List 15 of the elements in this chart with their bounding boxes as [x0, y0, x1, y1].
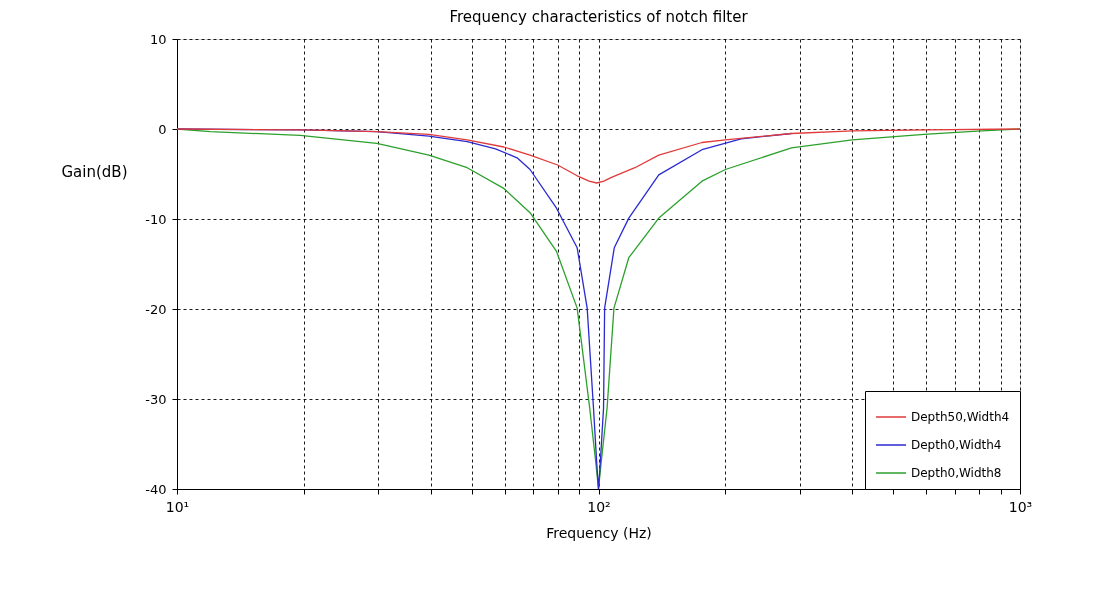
y-tick-label: -20 [145, 301, 167, 317]
y-tick-label: -40 [145, 481, 167, 497]
y-tick-label: 0 [158, 121, 167, 137]
x-tick-label: 10² [587, 498, 611, 515]
legend-label: Depth50,Width4 [911, 410, 1010, 424]
y-axis-title: Gain(dB) [61, 162, 128, 181]
chart-title: Frequency characteristics of notch filter [449, 8, 749, 26]
legend-label: Depth0,Width8 [911, 466, 1002, 480]
x-tick-label: 10³ [1008, 498, 1033, 515]
legend-label: Depth0,Width4 [911, 438, 1002, 452]
y-tick-label: 10 [149, 31, 167, 47]
x-tick-label: 10¹ [165, 498, 190, 515]
x-axis-title: Frequency (Hz) [546, 524, 652, 541]
y-tick-label: -30 [145, 391, 167, 407]
y-tick-label: -10 [145, 211, 167, 227]
